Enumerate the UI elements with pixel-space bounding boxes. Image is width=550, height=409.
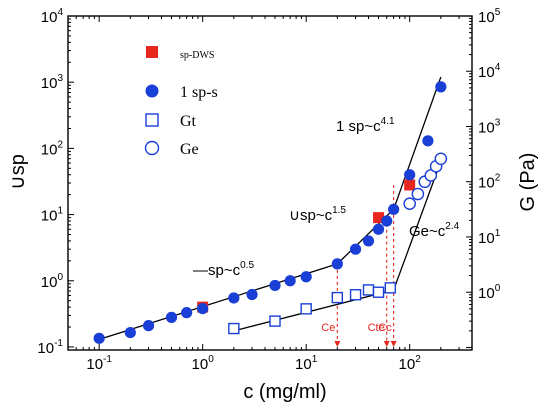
data-point — [362, 284, 375, 296]
y-left-axis-label: ∪sp — [7, 154, 29, 190]
data-point — [246, 288, 258, 301]
data-point — [93, 332, 105, 344]
critical-arrow — [390, 341, 397, 347]
legend-marker — [144, 140, 160, 156]
x-tick-label: 102 — [399, 354, 422, 373]
data-point — [331, 291, 344, 304]
annotations: —sp~c0.5 ∪sp~c1.5 1 sp~c4.1 Ge~c2.4 — [193, 116, 460, 279]
y-left-tick-label: 101 — [41, 206, 64, 225]
data-point — [422, 135, 434, 147]
critical-arrow — [383, 341, 390, 347]
x-tick-label: 10-1 — [86, 354, 112, 373]
data-point — [197, 302, 209, 315]
data-point — [300, 303, 312, 315]
y-right-tick-label: 100 — [478, 283, 501, 302]
data-point — [269, 279, 281, 292]
legend-label: Gt — [180, 113, 197, 130]
data-point — [349, 289, 362, 301]
y-right-tick-label: 104 — [478, 62, 501, 81]
data-point — [331, 258, 343, 270]
legend-label: Ge — [180, 141, 199, 158]
y-left-tick-label: 10-1 — [37, 338, 63, 357]
y-right-tick-label: 103 — [478, 117, 501, 136]
legend-marker — [146, 46, 158, 58]
data-points — [93, 81, 448, 344]
data-point — [165, 311, 178, 323]
legend-label: sp-DWS — [180, 50, 214, 61]
critical-label: Cte — [368, 322, 385, 334]
data-point — [300, 271, 312, 283]
data-point — [424, 169, 438, 182]
y-right-axis-ticks: 100 101 102 103 104 105 — [466, 7, 501, 351]
y-right-axis-label: G (Pa) — [517, 153, 539, 212]
data-point — [181, 307, 193, 319]
y-right-tick-label: 102 — [478, 173, 501, 192]
y-left-tick-label: 102 — [41, 139, 64, 158]
data-point — [269, 315, 281, 327]
y-left-tick-label: 100 — [41, 272, 64, 291]
data-point — [124, 326, 136, 339]
annotation: —sp~c0.5 — [193, 260, 254, 279]
data-point — [228, 322, 240, 335]
data-point — [403, 197, 416, 211]
data-point — [411, 187, 425, 201]
data-point — [384, 282, 397, 294]
data-point — [381, 215, 393, 227]
legend-marker — [145, 113, 159, 127]
data-point — [284, 275, 296, 287]
y-left-tick-label: 103 — [41, 73, 64, 92]
y-right-tick-label: 101 — [478, 228, 501, 247]
x-axis-label: c (mg/ml) — [243, 381, 326, 403]
y-left-tick-label: 104 — [41, 7, 64, 26]
fit-line — [98, 263, 338, 341]
data-point — [435, 81, 447, 93]
legend-marker — [145, 84, 159, 98]
data-point — [142, 320, 155, 332]
data-point — [372, 223, 385, 235]
x-axis-ticks: 10-1 100 101 102 — [67, 16, 473, 373]
legend: sp-DWS 1 sp-s Gt Ge — [144, 46, 218, 158]
critical-label: Ce — [321, 322, 335, 334]
fit-line — [393, 76, 442, 210]
critical-arrow — [334, 341, 341, 347]
data-point — [373, 212, 385, 224]
data-point — [349, 243, 362, 255]
annotation: Ge~c2.4 — [409, 221, 460, 240]
annotation: ∪sp~c1.5 — [289, 205, 346, 224]
y-left-axis-ticks: 10-1 100 101 102 103 104 — [37, 7, 74, 357]
critical-label: Cc — [378, 322, 392, 334]
annotation: 1 sp~c4.1 — [336, 116, 395, 135]
x-tick-label: 101 — [295, 354, 318, 373]
y-right-tick-label: 105 — [478, 7, 501, 26]
data-point — [404, 169, 416, 181]
data-point — [404, 179, 416, 191]
data-point — [388, 203, 400, 215]
data-point — [434, 152, 448, 166]
data-point — [362, 235, 375, 247]
x-tick-label: 100 — [192, 354, 215, 373]
data-point — [372, 286, 385, 298]
data-point — [228, 292, 240, 304]
legend-label: 1 sp-s — [180, 84, 218, 101]
fit-line — [233, 289, 394, 332]
